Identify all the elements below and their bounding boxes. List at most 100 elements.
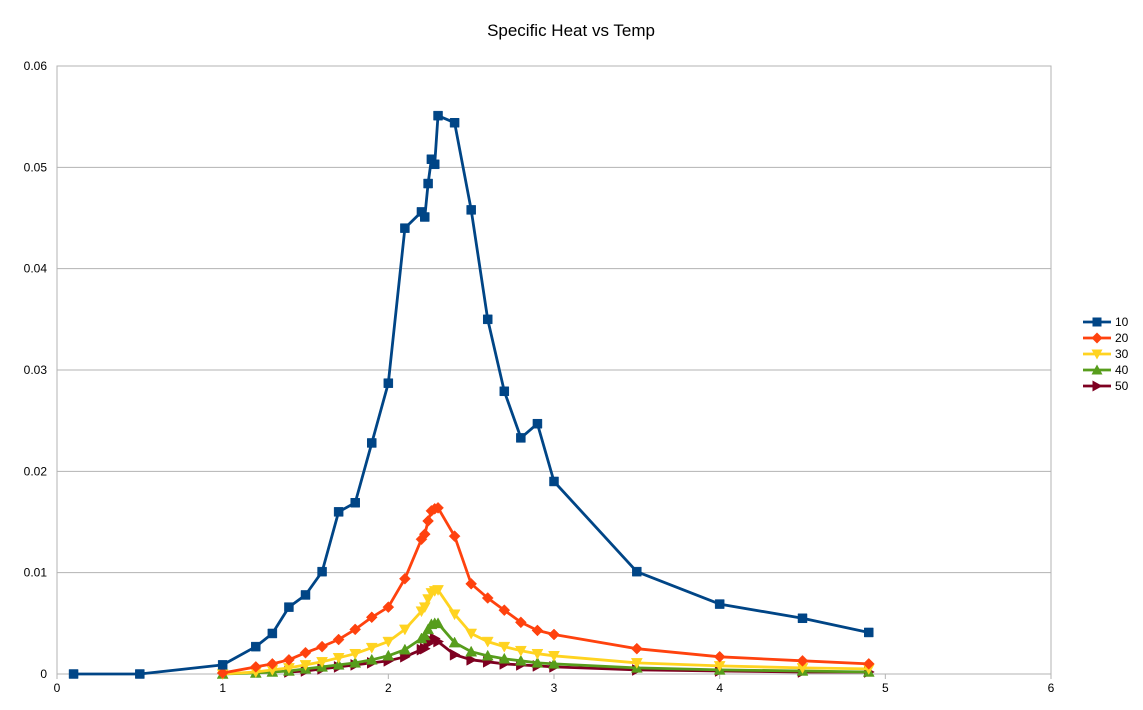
data-point (449, 117, 460, 128)
data-point (498, 652, 511, 664)
data-point (349, 656, 362, 668)
data-point (796, 654, 809, 667)
data-point (864, 627, 874, 638)
x-tick-label: 3 (551, 681, 558, 695)
data-point (482, 314, 493, 325)
legend-marker (1091, 332, 1103, 344)
x-tick-label: 6 (1048, 681, 1055, 695)
data-point (514, 654, 527, 666)
data-point (365, 653, 378, 665)
data-point (531, 624, 544, 637)
data-point (499, 386, 510, 397)
data-point (365, 642, 378, 654)
gridlines (57, 166, 1051, 574)
data-point (481, 649, 494, 661)
data-point (465, 577, 478, 590)
data-point (349, 623, 362, 636)
legend-label: 50 (1115, 379, 1129, 393)
data-point (448, 609, 461, 621)
data-point (299, 646, 312, 659)
data-point (713, 650, 726, 663)
data-point (465, 645, 478, 657)
data-point (531, 648, 544, 660)
y-tick-label: 0.03 (24, 363, 48, 377)
data-point (398, 643, 411, 655)
data-point (349, 648, 362, 660)
data-point (420, 212, 430, 222)
data-point (449, 648, 461, 661)
data-point (797, 613, 808, 624)
data-point (432, 501, 444, 514)
legend-item-10: 10 (1083, 315, 1129, 329)
legend-label: 40 (1115, 363, 1129, 377)
data-point (548, 628, 560, 641)
data-point (531, 656, 544, 668)
data-point (630, 658, 643, 669)
data-point (398, 624, 411, 636)
data-point (548, 651, 560, 662)
data-point (299, 660, 312, 671)
legend-marker (1091, 364, 1103, 375)
data-point (514, 645, 527, 657)
data-point (714, 599, 725, 609)
legend-item-50: 50 (1083, 379, 1129, 393)
series-10 (68, 110, 874, 679)
y-tick-label: 0 (40, 667, 47, 681)
data-point (448, 636, 461, 648)
data-point (532, 418, 543, 429)
data-point (300, 590, 311, 600)
x-tick-label: 4 (716, 681, 723, 695)
y-tick-label: 0.02 (24, 464, 48, 478)
data-point (418, 629, 431, 641)
chart-title: Specific Heat vs Temp (487, 21, 655, 40)
data-point (498, 604, 511, 617)
y-tick-label: 0.04 (24, 262, 48, 276)
data-point (481, 636, 494, 648)
y-tick-label: 0.05 (24, 160, 48, 174)
data-point (367, 438, 377, 448)
data-point (515, 616, 527, 629)
data-point (862, 658, 875, 670)
data-point (316, 657, 328, 668)
legend-item-40: 40 (1083, 363, 1129, 377)
data-point (316, 640, 328, 653)
data-point (466, 653, 478, 666)
data-point (216, 667, 229, 679)
data-point (217, 660, 228, 670)
data-point (465, 628, 478, 640)
legend-label: 10 (1115, 315, 1129, 329)
data-point (68, 669, 79, 679)
data-point (266, 658, 279, 670)
data-point (399, 572, 411, 585)
data-point (383, 378, 394, 388)
x-tick-label: 2 (385, 681, 392, 695)
data-point (448, 530, 461, 543)
data-point (466, 205, 476, 215)
data-point (317, 566, 327, 577)
data-point (548, 657, 560, 669)
data-point (516, 433, 526, 443)
data-point (498, 641, 511, 653)
legend-label: 20 (1115, 331, 1129, 345)
legend-marker (1091, 349, 1103, 360)
legend-label: 30 (1115, 347, 1129, 361)
data-point (433, 635, 445, 648)
series-group (68, 110, 875, 681)
data-point (332, 653, 345, 664)
x-tick-label: 5 (882, 681, 889, 695)
data-point (429, 159, 440, 170)
data-point (432, 585, 444, 596)
legend-item-20: 20 (1083, 331, 1129, 345)
data-point (365, 611, 378, 624)
series-line-10 (73, 114, 870, 676)
data-point (400, 223, 410, 233)
data-point (135, 669, 145, 679)
data-point (382, 636, 395, 648)
axes: 0 0.01 0.02 0.03 0.04 0.05 0.06 0 1 2 3 4 5 6 (24, 59, 1055, 695)
data-point (284, 602, 294, 612)
data-point (481, 592, 494, 604)
data-point (267, 628, 278, 639)
data-point (418, 528, 431, 541)
